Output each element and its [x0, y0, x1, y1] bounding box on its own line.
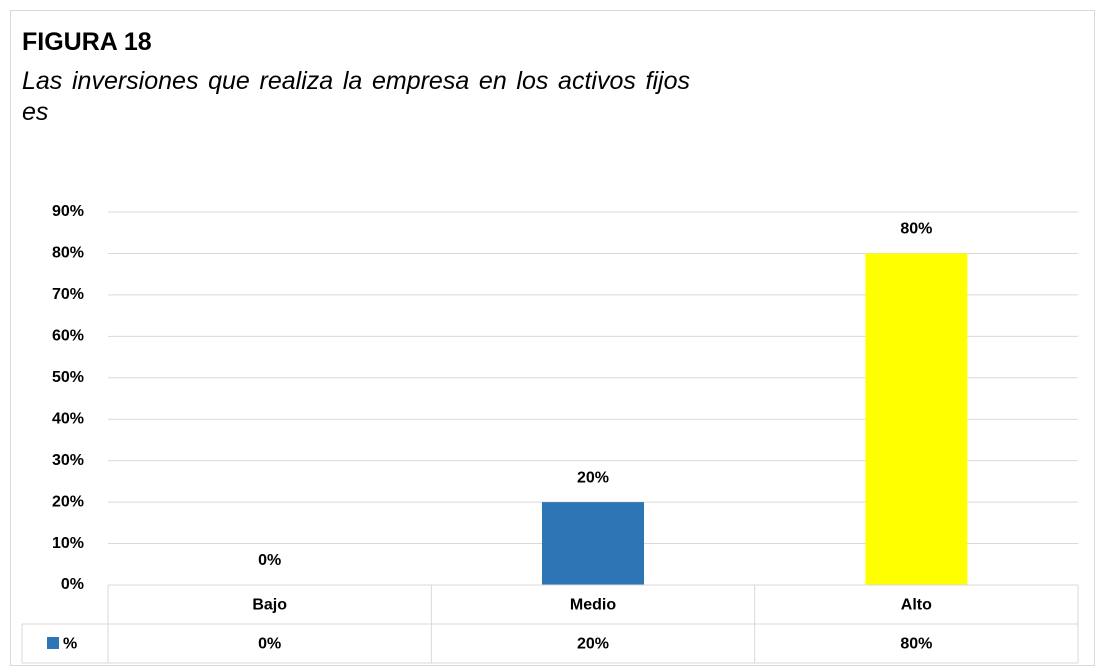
- y-tick-label: 80%: [52, 245, 84, 262]
- table-value: 0%: [258, 636, 281, 653]
- data-label: 80%: [900, 221, 932, 238]
- y-tick-label: 30%: [52, 452, 84, 469]
- y-tick-label: 70%: [52, 286, 84, 303]
- table-value: 20%: [577, 636, 609, 653]
- legend-swatch: [47, 637, 59, 649]
- x-tick-label: Alto: [901, 597, 932, 614]
- y-tick-label: 0%: [61, 576, 84, 593]
- x-tick-label: Bajo: [252, 597, 287, 614]
- chart-frame: [10, 10, 1095, 666]
- y-tick-label: 90%: [52, 203, 84, 220]
- chart-title: FIGURA 18: [22, 28, 152, 56]
- table-value: 80%: [900, 636, 932, 653]
- bar: [542, 502, 644, 585]
- y-tick-label: 20%: [52, 493, 84, 510]
- y-tick-label: 50%: [52, 369, 84, 386]
- data-label: 20%: [577, 469, 609, 486]
- chart-subtitle: Las inversiones que realiza la empresa e…: [22, 67, 690, 126]
- legend-label: %: [63, 636, 77, 653]
- x-tick-label: Medio: [570, 597, 616, 614]
- y-tick-label: 60%: [52, 328, 84, 345]
- data-label: 0%: [258, 552, 281, 569]
- bar: [865, 253, 968, 585]
- y-tick-label: 10%: [52, 535, 84, 552]
- y-tick-label: 40%: [52, 410, 84, 427]
